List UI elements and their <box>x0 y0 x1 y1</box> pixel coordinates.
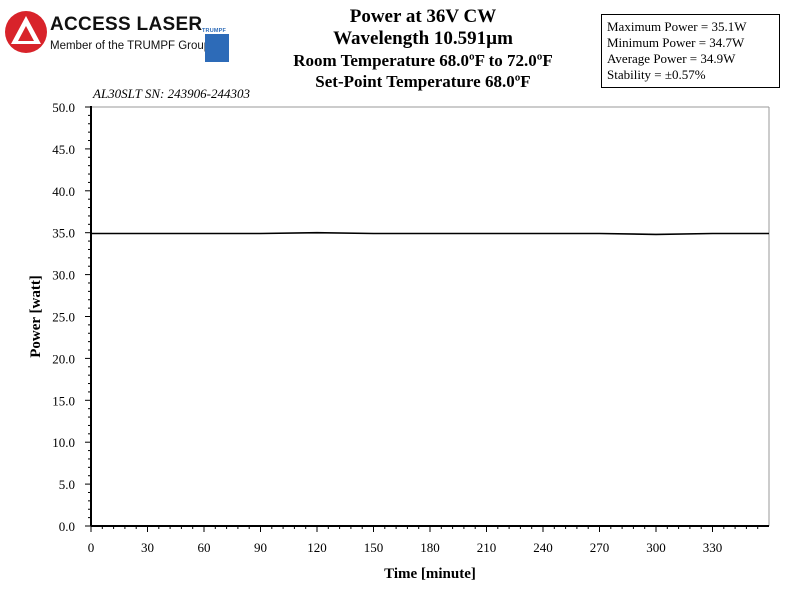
x-tick-label: 150 <box>364 540 384 555</box>
brand-badge-icon <box>205 34 229 62</box>
wavelength-title: Wavelength 10.591µm <box>333 28 513 49</box>
chart-title: Power at 36V CW <box>349 6 497 27</box>
chart-titles: Power at 36V CW Wavelength 10.591µm Room… <box>248 6 598 92</box>
brand-label: TRUMPF <box>202 28 227 34</box>
y-tick-label: 45.0 <box>52 142 75 157</box>
power-series-line <box>91 231 769 236</box>
x-tick-label: 210 <box>477 540 497 555</box>
logo-mark-icon <box>5 11 47 53</box>
min-power-stat: Minimum Power = 34.7W <box>607 35 745 50</box>
y-tick-label: 5.0 <box>59 477 75 492</box>
x-tick-label: 270 <box>590 540 610 555</box>
x-tick-label: 30 <box>141 540 154 555</box>
logo-name: ACCESS LASER <box>50 14 203 35</box>
y-tick-label: 20.0 <box>52 351 75 366</box>
y-tick-label: 15.0 <box>52 393 75 408</box>
y-tick-label: 50.0 <box>52 100 75 115</box>
y-tick-label: 35.0 <box>52 226 75 241</box>
avg-power-stat: Average Power = 34.9W <box>607 51 736 66</box>
x-tick-label: 120 <box>307 540 327 555</box>
y-tick-label: 25.0 <box>52 310 75 325</box>
x-tick-label: 60 <box>198 540 211 555</box>
setpoint-temperature-title: Set-Point Temperature 68.0ºF <box>315 72 531 91</box>
x-tick-label: 330 <box>703 540 723 555</box>
y-tick-label: 40.0 <box>52 184 75 199</box>
stability-stat: Stability = ±0.57% <box>607 67 706 82</box>
y-tick-label: 30.0 <box>52 268 75 283</box>
y-tick-label: 10.0 <box>52 435 75 450</box>
x-axis-label: Time [minute] <box>384 566 476 582</box>
access-laser-logo: ACCESS LASER Member of the TRUMPF Group … <box>4 10 234 62</box>
y-tick-label: 0.0 <box>59 519 75 534</box>
stats-box: Maximum Power = 35.1W Minimum Power = 34… <box>601 14 780 88</box>
y-axis-label: Power [watt] <box>28 275 44 358</box>
x-tick-label: 90 <box>254 540 267 555</box>
serial-number: AL30SLT SN: 243906-244303 <box>93 86 250 101</box>
x-tick-label: 240 <box>533 540 553 555</box>
room-temperature-title: Room Temperature 68.0ºF to 72.0ºF <box>293 51 553 70</box>
max-power-stat: Maximum Power = 35.1W <box>607 19 747 34</box>
x-tick-label: 300 <box>646 540 666 555</box>
x-tick-label: 0 <box>88 540 95 555</box>
x-tick-label: 180 <box>420 540 440 555</box>
logo-subtitle: Member of the TRUMPF Group <box>50 40 211 52</box>
